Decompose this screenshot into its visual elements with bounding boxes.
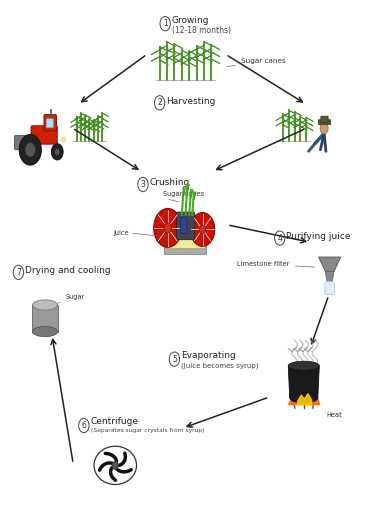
FancyBboxPatch shape — [31, 126, 57, 144]
FancyBboxPatch shape — [44, 115, 56, 131]
Text: Sugar canes: Sugar canes — [227, 58, 286, 67]
Circle shape — [19, 135, 41, 165]
Polygon shape — [288, 366, 319, 398]
Text: Sugar: Sugar — [58, 294, 85, 303]
FancyBboxPatch shape — [46, 119, 53, 128]
Circle shape — [154, 208, 182, 247]
Polygon shape — [33, 305, 58, 332]
Circle shape — [200, 225, 206, 233]
Circle shape — [25, 143, 36, 157]
Ellipse shape — [288, 361, 319, 370]
Circle shape — [55, 148, 60, 156]
FancyBboxPatch shape — [14, 136, 35, 150]
Text: (Juice becomes syrup): (Juice becomes syrup) — [181, 362, 259, 369]
Text: 4: 4 — [277, 233, 282, 243]
Text: 1: 1 — [163, 19, 168, 28]
Text: Heat: Heat — [326, 412, 342, 418]
Circle shape — [112, 461, 118, 470]
FancyBboxPatch shape — [166, 235, 205, 248]
Ellipse shape — [33, 327, 58, 337]
Ellipse shape — [33, 300, 58, 310]
Text: Drying and cooling: Drying and cooling — [25, 266, 111, 275]
Text: Harvesting: Harvesting — [166, 97, 216, 106]
Text: Evaporating: Evaporating — [181, 351, 236, 359]
Text: Growing: Growing — [172, 16, 209, 25]
FancyBboxPatch shape — [318, 120, 331, 125]
FancyBboxPatch shape — [164, 245, 207, 254]
FancyBboxPatch shape — [176, 212, 195, 240]
Circle shape — [51, 144, 63, 160]
Text: Sugar canes: Sugar canes — [163, 191, 204, 197]
Circle shape — [320, 123, 328, 134]
Ellipse shape — [290, 393, 318, 403]
Text: Juice: Juice — [114, 230, 129, 236]
Text: 3: 3 — [141, 180, 145, 189]
FancyBboxPatch shape — [321, 116, 328, 122]
Text: 2: 2 — [157, 98, 162, 108]
Circle shape — [190, 212, 215, 246]
Text: 6: 6 — [81, 421, 86, 430]
Text: 7: 7 — [16, 268, 21, 277]
Circle shape — [164, 223, 171, 233]
FancyBboxPatch shape — [181, 217, 187, 233]
Polygon shape — [325, 271, 334, 282]
Text: 5: 5 — [172, 355, 177, 364]
Text: (Separates sugar crystals from syrup): (Separates sugar crystals from syrup) — [91, 428, 204, 433]
Text: Centrifuge: Centrifuge — [91, 417, 138, 426]
Circle shape — [62, 137, 65, 142]
Text: Crushing: Crushing — [150, 179, 190, 187]
Text: (12-18 months): (12-18 months) — [172, 26, 231, 35]
Text: Purifying juice: Purifying juice — [286, 232, 351, 241]
Text: Limestone filter: Limestone filter — [237, 261, 315, 267]
FancyBboxPatch shape — [325, 282, 334, 295]
Ellipse shape — [94, 446, 137, 484]
Polygon shape — [319, 257, 341, 271]
